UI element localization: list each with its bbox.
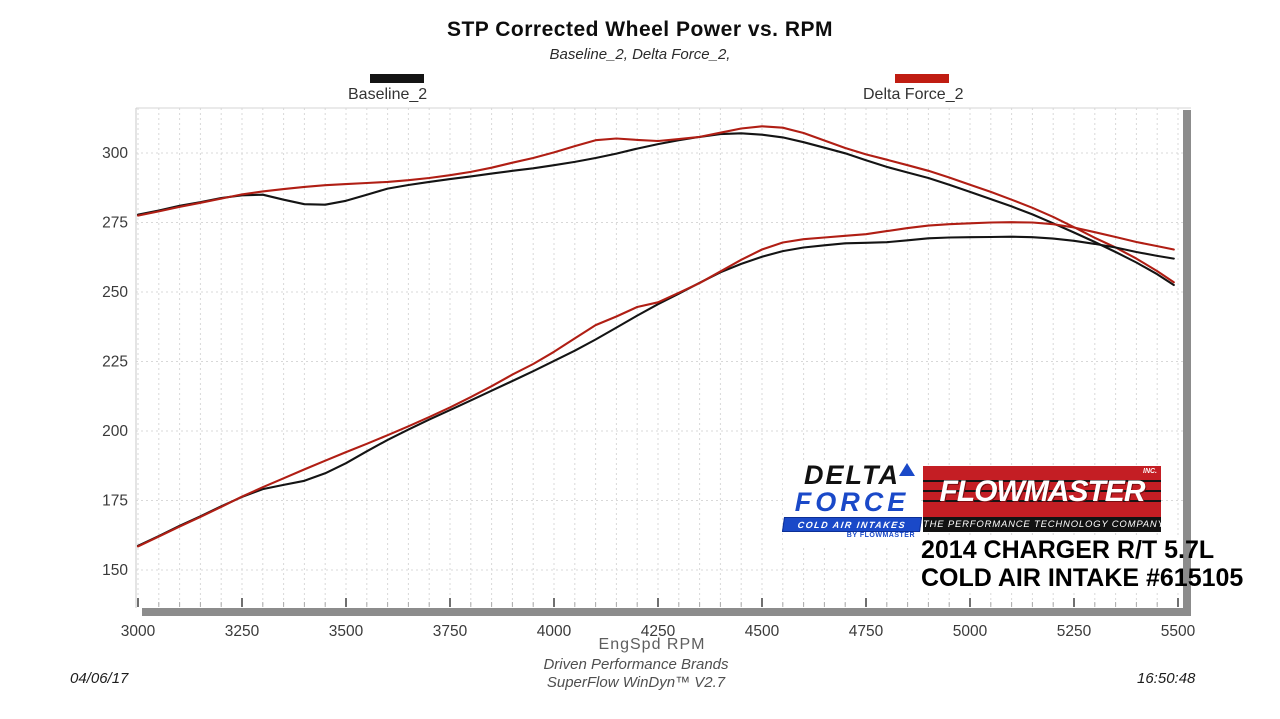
footer-software-line: SuperFlow WinDyn™ V2.7 — [546, 674, 726, 691]
x-tick-label: 4000 — [537, 623, 572, 640]
vehicle-info: 2014 CHARGER R/T 5.7L COLD AIR INTAKE #6… — [921, 536, 1244, 592]
x-tick-label: 3000 — [121, 623, 156, 640]
y-tick-label: 300 — [102, 145, 128, 162]
x-axis-title: EngSpd RPM — [598, 636, 706, 653]
legend-swatch-baseline — [370, 74, 424, 83]
x-tick-label: 3500 — [329, 623, 364, 640]
delta-logo-word2: FORCE — [794, 487, 910, 517]
chart-title: STP Corrected Wheel Power vs. RPM — [446, 18, 834, 41]
flowmaster-logo-red-box: FLOWMASTER INC. — [923, 466, 1161, 517]
y-tick-label: 225 — [102, 354, 128, 371]
x-tick-label: 3750 — [433, 623, 468, 640]
delta-logo-byline: BY FLOWMASTER — [846, 532, 915, 539]
curve-baseline-2-power — [136, 235, 1175, 547]
chart-subtitle: Baseline_2, Delta Force_2, — [549, 46, 731, 63]
curve-delta-force-2-power — [136, 221, 1175, 548]
flowmaster-stripe — [923, 480, 1161, 482]
time-stamp: 16:50:48 — [1137, 670, 1196, 687]
x-tick-label: 5000 — [953, 623, 988, 640]
delta-force-logo: DELTA FORCE COLD AIR INTAKES BY FLOWMAST… — [781, 460, 923, 545]
vehicle-line1: 2014 CHARGER R/T 5.7L — [921, 536, 1215, 564]
y-tick-label: 275 — [102, 215, 128, 232]
flowmaster-inc-label: INC. — [1143, 468, 1157, 475]
legend-label-baseline: Baseline_2 — [348, 86, 428, 103]
flowmaster-stripe — [923, 490, 1161, 492]
x-tick-label: 5250 — [1057, 623, 1092, 640]
flowmaster-tagline: THE PERFORMANCE TECHNOLOGY COMPANY — [923, 517, 1165, 532]
flowmaster-wordmark: FLOWMASTER — [939, 475, 1146, 508]
curve-baseline-2-torque — [136, 132, 1175, 287]
y-tick-label: 250 — [102, 284, 128, 301]
y-tick-label: 200 — [102, 423, 128, 440]
flowmaster-logo: FLOWMASTER INC. THE PERFORMANCE TECHNOLO… — [923, 466, 1165, 532]
y-tick-label: 150 — [102, 562, 128, 579]
curve-delta-force-2-torque — [136, 125, 1175, 284]
delta-logo-banner: COLD AIR INTAKES — [781, 517, 923, 532]
x-tick-label: 4250 — [641, 623, 676, 640]
x-axis-bar — [142, 608, 1191, 616]
delta-logo-triangle-icon — [899, 463, 915, 476]
vehicle-line2: COLD AIR INTAKE #615105 — [921, 564, 1244, 592]
footer-brand-line: Driven Performance Brands — [543, 656, 729, 673]
flowmaster-stripe — [923, 500, 1161, 502]
x-tick-label: 4500 — [745, 623, 780, 640]
x-tick-label: 3250 — [225, 623, 260, 640]
delta-logo-word1: DELTA — [804, 460, 900, 490]
y-tick-label: 175 — [102, 493, 128, 510]
legend-swatch-delta — [895, 74, 949, 83]
date-stamp: 04/06/17 — [70, 670, 129, 687]
x-tick-label: 5500 — [1161, 623, 1196, 640]
y-axis-right-bar — [1183, 110, 1191, 616]
x-tick-label: 4750 — [849, 623, 884, 640]
legend-label-delta: Delta Force_2 — [863, 86, 964, 103]
